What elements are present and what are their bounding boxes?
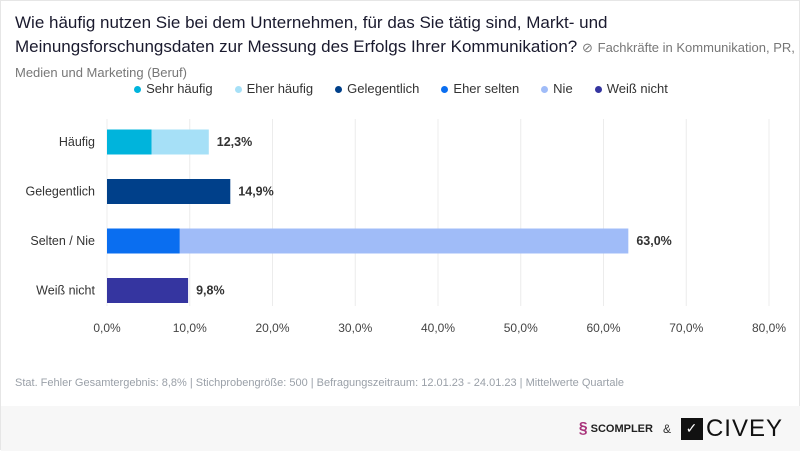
legend-item[interactable]: Sehr häufig	[134, 81, 213, 96]
x-tick-label: 40,0%	[421, 321, 455, 335]
legend-item[interactable]: Nie	[541, 81, 573, 96]
category-label: Häufig	[59, 135, 95, 149]
logo-band: § SCOMPLER & ✓ CIVEY	[1, 406, 800, 451]
legend-item[interactable]: Eher häufig	[234, 81, 313, 96]
bar-segment	[179, 228, 629, 254]
bar-segment	[151, 129, 209, 155]
category-label: Gelegentlich	[26, 185, 96, 199]
title-text: Wie häufig nutzen Sie bei dem Unternehme…	[15, 13, 608, 56]
x-tick-label: 70,0%	[669, 321, 703, 335]
x-tick-label: 80,0%	[752, 321, 786, 335]
x-tick-label: 0,0%	[93, 321, 121, 335]
data-label: 14,9%	[238, 185, 273, 199]
civey-logo: ✓ CIVEY	[680, 415, 783, 443]
category-label: Weiß nicht	[36, 284, 95, 298]
subtitle: Fachkräfte in Kommunikation, PR, Medien …	[15, 40, 795, 80]
footer-note: Stat. Fehler Gesamtergebnis: 8,8% | Stic…	[15, 377, 625, 389]
legend: Sehr häufig Eher häufig Gelegentlich Eher s…	[1, 81, 800, 96]
legend-item[interactable]: Gelegentlich	[335, 81, 419, 96]
data-label: 12,3%	[217, 135, 252, 149]
tag-icon: ⊘	[581, 40, 593, 55]
x-tick-label: 20,0%	[255, 321, 289, 335]
data-label: 9,8%	[196, 284, 225, 298]
bar-segment	[107, 278, 189, 303]
scompler-logo: § SCOMPLER	[578, 419, 653, 437]
x-tick-label: 10,0%	[173, 321, 207, 335]
bar-chart: 0,0% 10,0% 20,0% 30,0% 40,0% 50,0% 60,0% 70,0% 8…	[26, 119, 786, 335]
legend-item[interactable]: Eher selten	[441, 81, 519, 96]
ampersand: &	[662, 421, 671, 436]
bar-segment	[107, 129, 152, 155]
category-label: Selten / Nie	[30, 234, 95, 248]
bar-segment	[107, 228, 180, 254]
x-tick-label: 50,0%	[504, 321, 538, 335]
legend-item[interactable]: Weiß nicht	[594, 81, 668, 96]
x-tick-label: 60,0%	[586, 321, 620, 335]
x-tick-label: 30,0%	[338, 321, 372, 335]
bar-segment	[107, 179, 231, 204]
data-label: 63,0%	[636, 234, 671, 248]
chart-title: Wie häufig nutzen Sie bei dem Unternehme…	[15, 11, 795, 85]
